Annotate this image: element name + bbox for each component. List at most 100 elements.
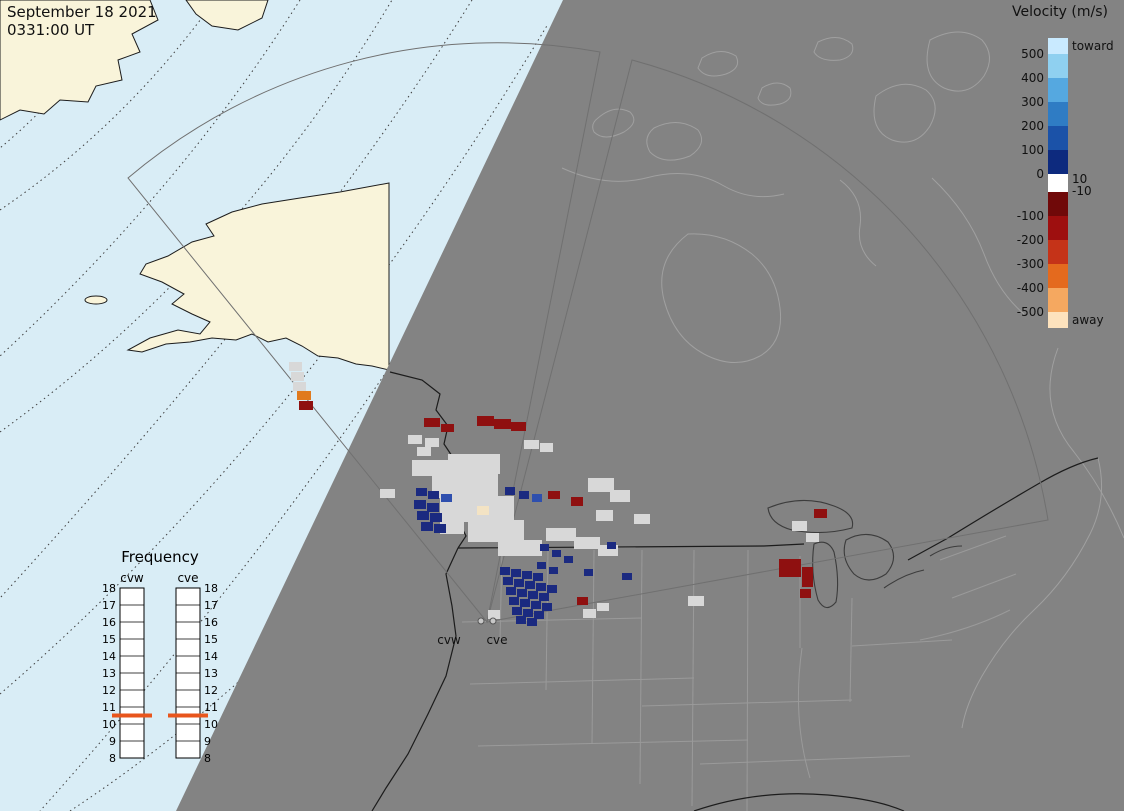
freq-tick-left: 15	[102, 633, 116, 646]
freq-tick-left: 17	[102, 599, 116, 612]
echo-cell	[417, 447, 431, 456]
echo-cell	[546, 528, 576, 541]
freq-tick-left: 9	[109, 735, 116, 748]
freq-column-label: cve	[177, 571, 198, 585]
colorbar-segment	[1048, 126, 1068, 150]
great-lakes	[767, 499, 963, 609]
echo-cell	[537, 562, 546, 569]
echo-cell	[519, 491, 529, 499]
freq-tick-right: 10	[204, 718, 218, 731]
freq-tick-right: 15	[204, 633, 218, 646]
echo-cell	[498, 540, 542, 556]
colorbar-tick: 10	[1072, 172, 1088, 186]
echo-cell	[622, 573, 632, 580]
echo-cell	[574, 537, 600, 549]
fov-east-outline	[486, 59, 1049, 623]
echo-cell	[503, 577, 513, 585]
echo-cell	[441, 494, 452, 502]
echo-cell	[540, 544, 549, 551]
colorbar-tick: 0	[1036, 167, 1044, 181]
echo-cell	[412, 460, 454, 476]
echo-cell	[528, 591, 538, 599]
echo-cell	[421, 522, 433, 531]
echo-cell	[512, 607, 522, 615]
echo-cell	[514, 579, 524, 587]
echo-cell	[792, 521, 807, 531]
echo-cell	[500, 567, 510, 575]
freq-tick-left: 12	[102, 684, 116, 697]
colorbar-segment	[1048, 38, 1068, 54]
freq-tick-right: 17	[204, 599, 218, 612]
echo-cell	[548, 491, 560, 499]
echo-cell	[525, 581, 535, 589]
echo-cell	[511, 569, 521, 577]
echo-cell	[802, 567, 813, 587]
date-text: September 18 2021	[7, 3, 157, 21]
away-label: away	[1072, 313, 1104, 327]
time-text: 0331:00 UT	[7, 20, 95, 39]
echo-cell	[416, 488, 427, 496]
echo-cell	[522, 571, 532, 579]
echo-cell	[509, 597, 519, 605]
state-borders	[461, 535, 1017, 811]
velocity-legend: Velocity (m/s) toward away 500 400 300 200 1…	[1000, 4, 1124, 340]
echo-cell	[523, 609, 533, 617]
echo-cell	[417, 511, 429, 520]
fov-west-outline	[127, 42, 601, 624]
echo-cell	[607, 542, 616, 549]
frequency-panel: Frequency cvw cve 18 18 17 17 16 16 15 15 14 14 13 13 1…	[102, 548, 218, 765]
colorbar-segment	[1048, 78, 1068, 102]
echo-cell	[564, 556, 573, 563]
night-region	[176, 0, 1124, 811]
echo-cell	[542, 603, 552, 611]
echo-cell	[516, 616, 526, 624]
echo-cell	[520, 599, 530, 607]
echo-cell	[425, 438, 439, 447]
freq-column-label: cvw	[120, 571, 144, 585]
echo-cell	[583, 609, 596, 618]
echo-cell	[588, 478, 614, 492]
echo-cell	[506, 587, 516, 595]
echo-cell	[531, 601, 541, 609]
echo-cell	[488, 610, 500, 619]
colorbar-segment	[1048, 312, 1068, 328]
freq-tick-right: 18	[204, 582, 218, 595]
radar-site-marker-cvw	[477, 617, 485, 625]
echo-cell	[779, 559, 801, 577]
echo-cell	[634, 514, 650, 524]
freq-tick-left: 10	[102, 718, 116, 731]
cells-layer	[289, 362, 827, 626]
echo-cell	[293, 382, 306, 391]
colorbar-tick: -10	[1072, 184, 1092, 198]
echo-cell	[532, 494, 542, 502]
echo-cell	[408, 435, 422, 444]
colorbar-segment	[1048, 150, 1068, 174]
echo-cell	[596, 510, 613, 521]
echo-cell	[814, 509, 827, 518]
echo-cell	[380, 489, 395, 498]
freq-tick-right: 13	[204, 667, 218, 680]
site-label-cvw: cvw	[437, 633, 461, 647]
echo-cell	[511, 422, 526, 431]
radar-fov-outlines	[127, 42, 1049, 624]
echo-cell	[297, 391, 311, 400]
freq-tick-left: 13	[102, 667, 116, 680]
echo-cell	[505, 487, 515, 495]
echo-cell	[414, 500, 426, 509]
site-label-cve: cve	[486, 633, 507, 647]
echo-cell	[477, 416, 494, 426]
toward-label: toward	[1072, 39, 1114, 53]
daylight-landmasses	[0, 0, 390, 371]
echo-cell	[571, 497, 583, 506]
echo-cell	[527, 618, 537, 626]
freq-tick-left: 18	[102, 582, 116, 595]
colorbar-segment	[1048, 54, 1068, 78]
echo-cell	[434, 524, 446, 533]
colorbar-tick: 400	[1021, 71, 1044, 85]
velocity-colorbar	[1048, 38, 1068, 328]
echo-cell	[598, 545, 618, 556]
echo-cell	[430, 513, 442, 522]
echo-cell	[597, 603, 609, 611]
colorbar-segment	[1048, 216, 1068, 240]
